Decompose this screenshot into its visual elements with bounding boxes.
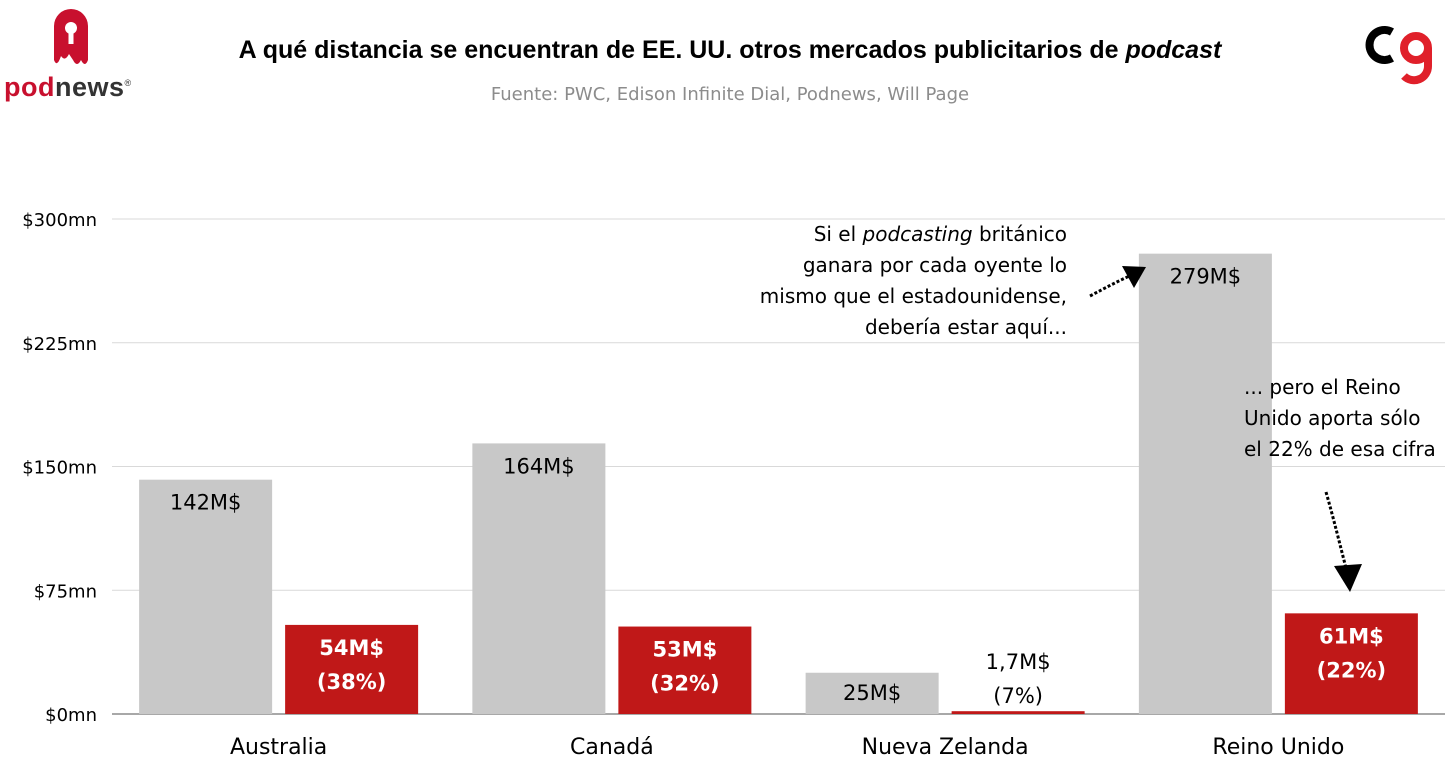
- annotation-line: el 22% de esa cifra: [1244, 437, 1436, 461]
- data-labels: 142M$ 54M$ (38%) 164M$ 53M$ (32%) 25M$ 1,7M$ (7%…: [170, 265, 1386, 709]
- annotation-line: mismo que el estadounidense,: [759, 284, 1067, 308]
- arrow-to-uk-potential-icon: [1089, 272, 1135, 298]
- data-label-potential: 279M$: [1170, 265, 1242, 289]
- bar-potential: [1138, 253, 1272, 714]
- data-label-actual: 54M$: [319, 636, 384, 660]
- arrowhead-uk-actual-icon: [1334, 564, 1362, 592]
- bar-potential: [805, 672, 939, 714]
- annotation-line: debería estar aquí...: [864, 315, 1067, 339]
- x-tick-label: Nueva Zelanda: [862, 735, 1029, 760]
- y-tick-label: $150mn: [22, 458, 97, 479]
- annotation-line: ganara por cada oyente lo: [802, 253, 1067, 277]
- y-tick-label: $300mn: [22, 210, 97, 231]
- annotation-line: ... pero el Reino: [1244, 375, 1401, 399]
- x-tick-label: Reino Unido: [1212, 735, 1344, 760]
- annotation-uk-potential: Si el podcasting británico ganara por cad…: [760, 219, 1067, 343]
- data-label-actual: (7%): [993, 684, 1043, 708]
- bar-actual: [618, 626, 752, 714]
- arrowhead-uk-potential-icon: [1122, 266, 1146, 288]
- data-label-actual: (22%): [1317, 658, 1386, 682]
- bar-actual: [1284, 613, 1418, 714]
- data-label-actual: (38%): [317, 670, 386, 694]
- x-tick-label: Canadá: [570, 735, 654, 760]
- arrow-to-uk-actual-icon: [1324, 491, 1348, 569]
- podnews-wordmark: podnews®: [4, 72, 132, 102]
- annotation-line: Si el podcasting británico: [813, 222, 1067, 246]
- y-tick-label: $75mn: [34, 581, 97, 602]
- x-axis-tick-labels: Australia Canadá Nueva Zelanda Reino Unido: [230, 735, 1344, 760]
- data-label-potential: 142M$: [170, 491, 242, 515]
- y-axis-tick-labels: $0mn $75mn $150mn $225mn $300mn: [22, 210, 97, 726]
- data-label-actual: (32%): [650, 672, 719, 696]
- annotation-line: Unido aporta sólo: [1244, 406, 1421, 430]
- x-tick-label: Australia: [230, 735, 327, 760]
- bars: [139, 253, 1418, 714]
- podnews-logo: podnews®: [4, 6, 138, 102]
- chart-subtitle: Fuente: PWC, Edison Infinite Dial, Podne…: [490, 84, 970, 105]
- podnews-microphone-icon: [54, 9, 88, 64]
- y-tick-label: $225mn: [22, 334, 97, 355]
- annotation-uk-actual: ... pero el Reino Unido aporta sólo el 22%…: [1244, 372, 1436, 465]
- data-label-actual: 61M$: [1319, 624, 1384, 648]
- bar-actual: [285, 624, 419, 714]
- chart-title: A qué distancia se encuentran de EE. UU.…: [238, 36, 1222, 64]
- y-tick-label: $0mn: [45, 705, 97, 726]
- data-label-actual: 1,7M$: [986, 650, 1051, 674]
- bar-potential: [472, 443, 606, 714]
- data-label-potential: 164M$: [503, 454, 575, 478]
- bar-actual: [951, 711, 1085, 714]
- data-label-potential: 25M$: [843, 681, 901, 705]
- annotation-arrows: [1089, 266, 1362, 592]
- bar-potential: [139, 479, 273, 714]
- cg-monogram-icon: [1365, 26, 1433, 85]
- data-label-actual: 53M$: [653, 638, 718, 662]
